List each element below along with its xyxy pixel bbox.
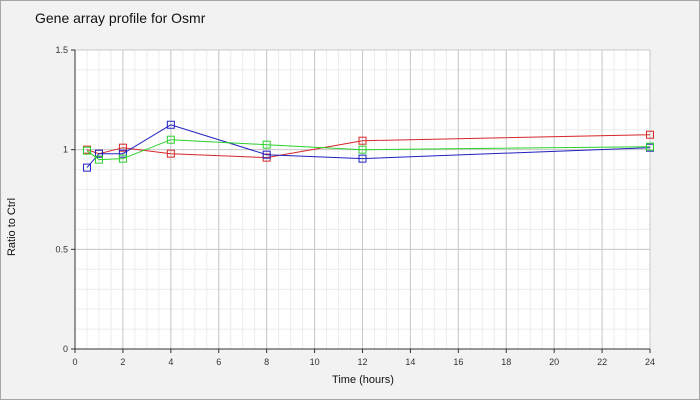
y-tick-label: 0.5 [55,244,68,254]
data-point-series-1 [646,130,654,139]
x-tick-label: 2 [120,357,125,367]
data-point-series-3 [82,146,91,155]
x-tick-label: 0 [72,357,77,367]
data-point-series-2 [166,120,175,129]
x-tick-label: 14 [405,357,415,367]
data-point-series-3 [94,155,103,164]
x-tick-label: 8 [264,357,269,367]
x-tick-label: 24 [645,357,655,367]
x-tick-label: 6 [216,357,221,367]
data-point-series-2 [262,150,271,159]
x-tick-label: 22 [597,357,607,367]
y-tick-label: 1 [63,145,68,155]
x-tick-label: 18 [501,357,511,367]
data-point-series-3 [166,135,175,144]
data-point-series-3 [118,154,127,163]
data-point-series-1 [166,149,175,158]
data-point-series-3 [646,142,654,151]
data-point-series-2 [358,154,367,163]
x-tick-label: 10 [310,357,320,367]
x-tick-label: 16 [453,357,463,367]
x-axis-label: Time (hours) [332,374,394,386]
data-point-series-1 [118,143,127,152]
y-tick-label: 1.5 [55,45,68,55]
data-point-series-2 [94,149,103,158]
x-tick-label: 12 [357,357,367,367]
x-tick-label: 20 [549,357,559,367]
data-point-series-3 [262,140,271,149]
x-tick-label: 4 [168,357,173,367]
chart-title: Gene array profile for Osmr [35,10,206,26]
data-point-series-2 [82,163,91,172]
data-point-series-3 [358,145,367,154]
data-point-series-1 [358,136,367,145]
y-tick-label: 0 [63,344,68,354]
series-line-2 [86,124,651,168]
series-line-3 [86,139,651,161]
data-point-series-2 [118,149,127,158]
